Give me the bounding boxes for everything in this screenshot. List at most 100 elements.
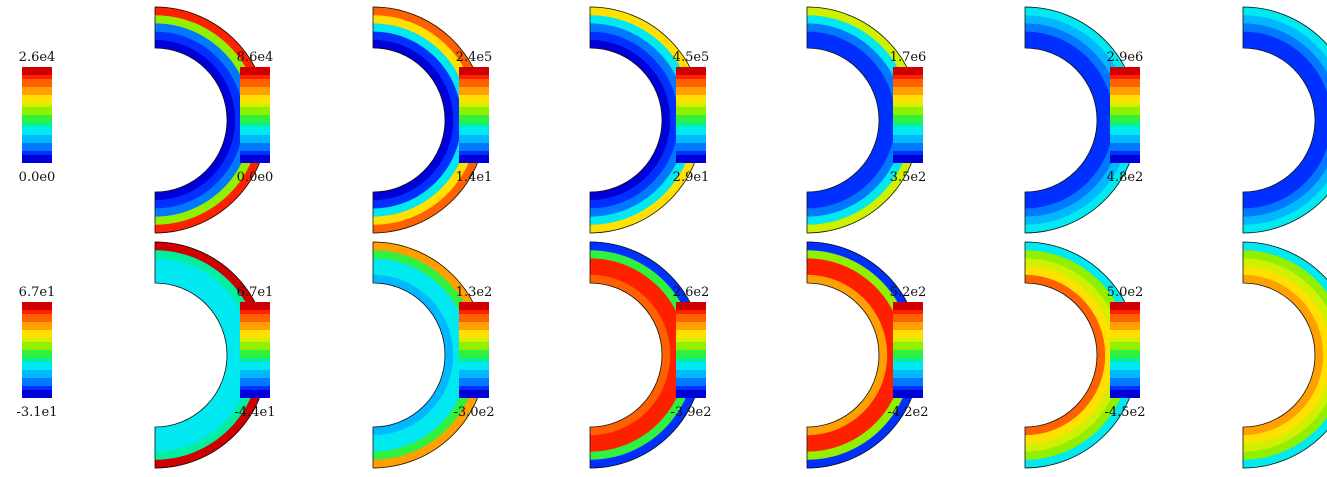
colorbar-segment <box>676 390 706 395</box>
contour-plot <box>756 240 973 470</box>
colorbar-segment <box>240 119 270 124</box>
colorbar-segment <box>240 155 270 160</box>
colorbar-segment <box>893 119 923 124</box>
colorbar-segment <box>1110 151 1140 156</box>
colorbar-segment <box>893 107 923 112</box>
colorbar-segment <box>22 151 52 156</box>
colorbar-segment <box>459 394 489 398</box>
contour-plot <box>756 5 973 235</box>
colorbar-segment <box>893 79 923 84</box>
colorbar-segment <box>240 390 270 395</box>
colorbar-min-label: -3.1e1 <box>16 405 58 420</box>
colorbar-segment <box>459 314 489 319</box>
colorbar-segment <box>893 103 923 108</box>
colorbar-segment <box>240 147 270 152</box>
colorbar-segment <box>459 342 489 347</box>
colorbar-segment <box>240 123 270 128</box>
domain-outline <box>1024 241 1139 469</box>
colorbar-min-label: 4.8e2 <box>1106 170 1144 185</box>
colorbar-segment <box>240 87 270 92</box>
contour-band <box>807 39 888 201</box>
colorbar-max-label: 4.5e5 <box>672 50 710 65</box>
colorbar-segment <box>22 119 52 124</box>
colorbar-segment <box>676 318 706 323</box>
domain-outline <box>154 6 269 234</box>
contour-band <box>373 39 454 201</box>
colorbar-segment <box>22 91 52 96</box>
colorbar-segment <box>893 127 923 132</box>
colorbar-segment <box>240 322 270 327</box>
colorbar-segment <box>22 115 52 120</box>
contour-plot <box>974 240 1191 470</box>
contour-plot <box>539 5 756 235</box>
colorbar-segment <box>240 143 270 148</box>
colorbar-segment <box>22 87 52 92</box>
colorbar-segment <box>459 75 489 80</box>
colorbar-segment <box>893 386 923 391</box>
colorbar-segment <box>240 394 270 398</box>
colorbar-segment <box>240 306 270 311</box>
colorbar-segment <box>22 83 52 88</box>
colorbar-segment <box>893 83 923 88</box>
colorbar-segment <box>22 374 52 379</box>
colorbar-segment <box>459 147 489 152</box>
colorbar-segment <box>459 362 489 367</box>
colorbar-segment <box>676 151 706 156</box>
colorbar-segment <box>22 75 52 80</box>
colorbar-segment <box>459 123 489 128</box>
colorbar-segment <box>676 326 706 331</box>
colorbar-segment <box>1110 386 1140 391</box>
domain-outline <box>372 6 487 234</box>
colorbar-segment <box>459 378 489 383</box>
colorbar-min-label: 0.0e0 <box>18 170 56 185</box>
colorbar-segment <box>240 354 270 359</box>
colorbar-segment <box>676 346 706 351</box>
colorbar-segment <box>240 79 270 84</box>
colorbar-segment <box>676 95 706 100</box>
colorbar-segment <box>893 358 923 363</box>
colorbar-segment <box>893 151 923 156</box>
colorbar-segment <box>676 87 706 92</box>
colorbar-segment <box>676 75 706 80</box>
colorbar-segment <box>459 330 489 335</box>
colorbar-segment <box>240 83 270 88</box>
colorbar-segment <box>22 378 52 383</box>
colorbar-segment <box>676 366 706 371</box>
colorbar-segment <box>676 135 706 140</box>
colorbar-segment <box>22 155 52 160</box>
colorbar-segment <box>22 302 52 307</box>
colorbar-segment <box>1110 83 1140 88</box>
colorbar-segment <box>893 115 923 120</box>
colorbar-segment <box>676 314 706 319</box>
contour-band <box>590 274 671 436</box>
colorbar-segment <box>676 131 706 136</box>
colorbar-segment <box>240 127 270 132</box>
colorbar-segment <box>22 394 52 398</box>
colorbar-segment <box>1110 338 1140 343</box>
colorbar-segment <box>22 322 52 327</box>
colorbar-min-label: -4.5e2 <box>1104 405 1146 420</box>
colorbar-segment <box>893 123 923 128</box>
colorbar-segment <box>22 139 52 144</box>
colorbar-segment <box>676 354 706 359</box>
colorbar-segment <box>1110 330 1140 335</box>
domain-outline <box>1242 241 1327 469</box>
colorbar-segment <box>240 67 270 72</box>
colorbar-segment <box>1110 75 1140 80</box>
colorbar-segment <box>1110 79 1140 84</box>
colorbar-segment <box>893 95 923 100</box>
colorbar-min-label: -4.2e2 <box>887 405 929 420</box>
colorbar-segment <box>240 75 270 80</box>
colorbar-segment <box>240 342 270 347</box>
colorbar-segment <box>893 366 923 371</box>
colorbar-min-label: -3.0e2 <box>453 405 495 420</box>
colorbar-segment <box>22 350 52 355</box>
colorbar-segment <box>240 326 270 331</box>
colorbar-segment <box>22 99 52 104</box>
colorbar-segment <box>893 131 923 136</box>
colorbar-segment <box>459 159 489 163</box>
colorbar-segment <box>459 338 489 343</box>
colorbar-segment <box>676 378 706 383</box>
colorbar-segment <box>22 127 52 132</box>
contour-plot <box>1192 240 1327 470</box>
